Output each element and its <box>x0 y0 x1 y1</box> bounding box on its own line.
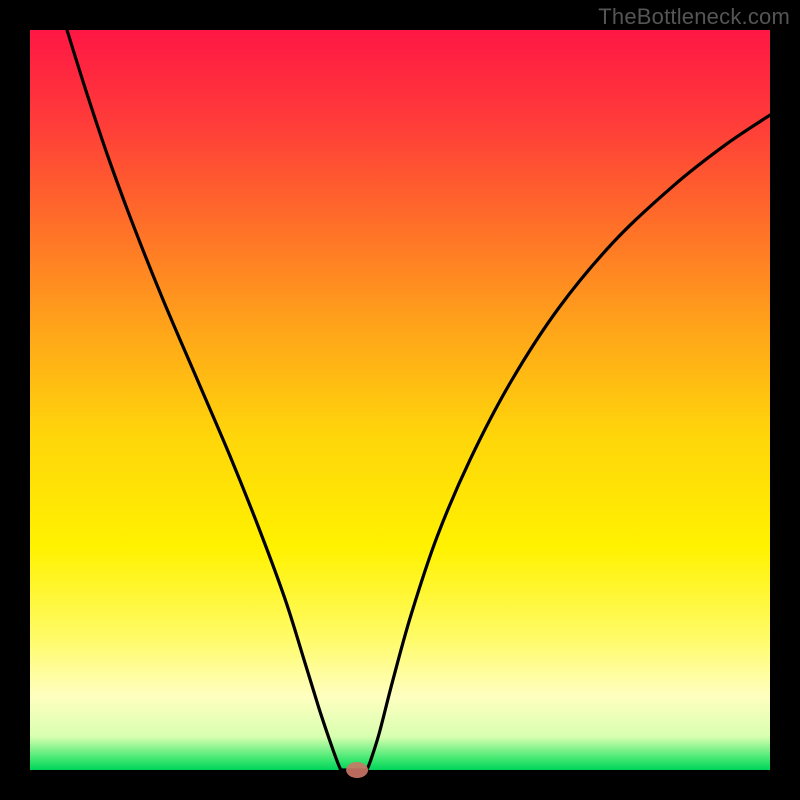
optimum-marker <box>346 762 368 778</box>
watermark-label: TheBottleneck.com <box>598 4 790 30</box>
bottleneck-chart <box>0 0 800 800</box>
chart-container: TheBottleneck.com <box>0 0 800 800</box>
